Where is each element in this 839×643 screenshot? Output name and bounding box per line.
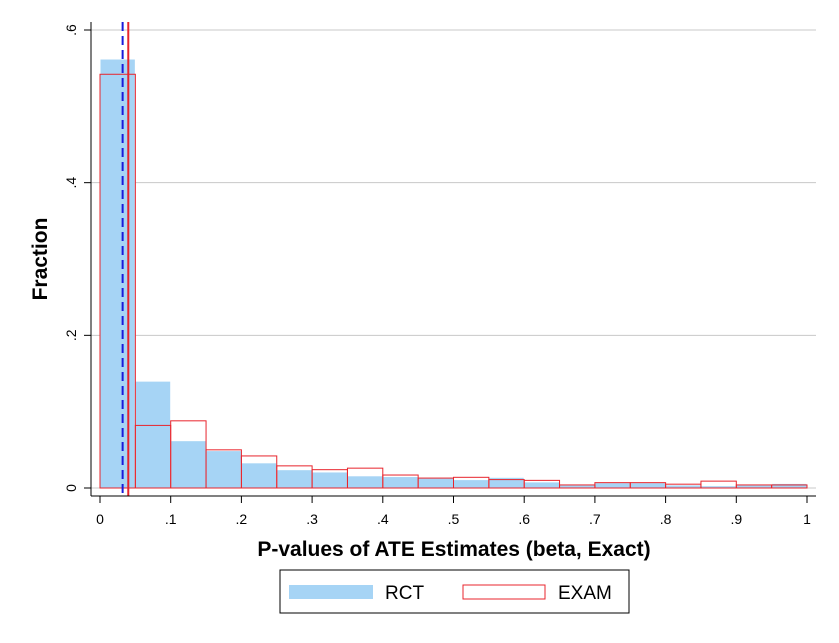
rct-bar <box>170 440 207 489</box>
x-axis-title: P-values of ATE Estimates (beta, Exact) <box>257 538 650 561</box>
x-tick-label: 1 <box>803 511 811 527</box>
exam-bar <box>99 73 136 489</box>
rct-bar <box>488 476 525 489</box>
rct-bar <box>346 475 384 489</box>
axes <box>90 22 816 497</box>
y-tick-label: .2 <box>63 329 79 341</box>
y-tick-label: .6 <box>63 24 79 36</box>
legend-exam-label: EXAM <box>558 583 612 604</box>
y-tick-label: 0 <box>63 484 79 492</box>
legend: RCT EXAM <box>279 569 630 614</box>
rct-bar <box>417 477 454 489</box>
rct-bar <box>311 471 348 489</box>
x-tick-label: .2 <box>236 511 248 527</box>
x-tick-label: .3 <box>306 511 318 527</box>
rct-bar <box>771 482 808 489</box>
x-tick-label: .5 <box>448 511 460 527</box>
x-tick-label: .6 <box>518 511 530 527</box>
x-ticks: 0 .1 .2 .3 .4 .5 .6 .7 .8 .9 1 <box>96 496 811 527</box>
reference-lines <box>121 22 130 496</box>
x-tick-label: 0 <box>96 511 104 527</box>
exam-bar <box>771 484 808 489</box>
rct-bar <box>453 479 490 489</box>
rct-bar <box>523 481 561 489</box>
x-tick-label: .4 <box>377 511 389 527</box>
x-tick-label: .7 <box>589 511 601 527</box>
exam-bar <box>523 479 561 489</box>
rct-bar <box>134 380 172 489</box>
legend-exam-swatch <box>462 584 546 600</box>
x-tick-label: .8 <box>660 511 672 527</box>
rct-bar <box>382 476 419 489</box>
x-tick-label: .1 <box>165 511 177 527</box>
legend-rct-label: RCT <box>385 583 424 604</box>
rct-bar <box>205 450 242 489</box>
rct-bar <box>276 469 313 489</box>
gridlines <box>91 29 816 489</box>
y-tick-label: .4 <box>63 177 79 189</box>
rct-bar <box>99 58 136 489</box>
y-axis-title: Fraction <box>29 218 52 301</box>
x-tick-label: .9 <box>730 511 742 527</box>
legend-rct-swatch <box>289 585 373 599</box>
rct-bar <box>594 482 631 489</box>
rct-bar <box>629 482 667 489</box>
exam-series <box>99 73 808 489</box>
y-ticks: 0 .2 .4 .6 <box>63 24 91 492</box>
rct-bar <box>240 462 278 489</box>
